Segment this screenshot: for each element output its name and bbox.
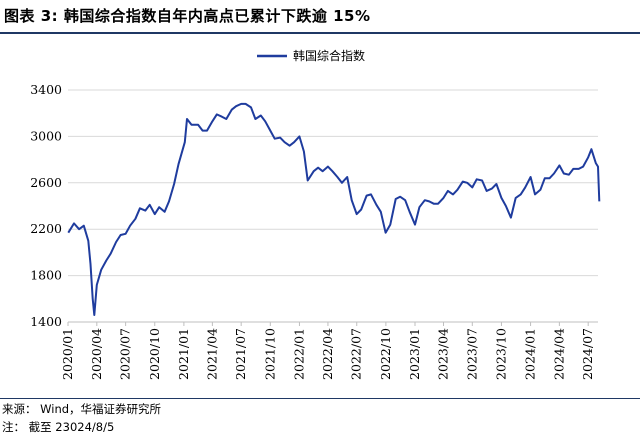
x-tick-label: 2022/04 [320,328,335,380]
x-tick-label: 2023/04 [435,328,450,380]
x-tick-label: 2024/04 [551,328,566,380]
x-tick-label: 2022/07 [349,328,364,380]
date-note: 注： 截至 23024/8/5 [2,420,115,434]
x-tick-label: 2021/07 [233,328,248,380]
figure-title: 图表 3: 韩国综合指数自年内高点已累计下跌逾 15% [4,7,371,25]
y-axis-ticks: 1400 1800 2200 2600 3000 3400 [30,82,62,329]
x-tick-label: 2024/07 [580,328,595,380]
legend-label: 韩国综合指数 [293,48,365,63]
legend: 韩国综合指数 [257,48,365,63]
x-tick-label: 2021/04 [204,328,219,380]
y-tick-label: 3000 [30,128,62,143]
x-tick-label: 2022/01 [291,328,306,380]
x-tick-label: 2021/01 [176,328,191,380]
title-divider [0,32,640,34]
y-tick-label: 1800 [30,268,62,283]
footer-divider [0,398,640,399]
x-tick-label: 2023/07 [464,328,479,380]
x-tick-label: 2020/07 [118,328,133,380]
x-axis-ticks: 2020/01 2020/04 2020/07 2020/10 2021/01 2021/… [60,322,595,380]
x-tick-label: 2020/04 [89,328,104,380]
x-tick-label: 2022/10 [378,328,393,380]
x-tick-label: 2021/10 [262,328,277,380]
y-tick-label: 2600 [30,175,62,190]
x-tick-label: 2020/10 [147,328,162,380]
source-note: 来源： Wind，华福证券研究所 [2,402,162,416]
y-tick-label: 1400 [30,314,62,329]
x-tick-label: 2024/01 [523,328,538,380]
x-tick-label: 2023/10 [493,328,508,380]
series-line-kospi [67,102,601,316]
y-gridlines [68,89,598,277]
x-tick-label: 2020/01 [60,328,75,380]
x-tick-label: 2023/01 [407,328,422,380]
y-tick-label: 3400 [30,82,62,97]
y-tick-label: 2200 [30,221,62,236]
